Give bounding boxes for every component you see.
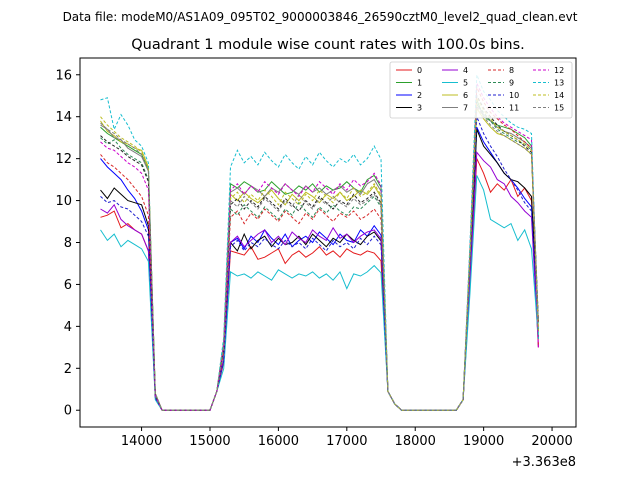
legend-label-14: 14 <box>554 91 564 100</box>
x-tick-label: 19000 <box>463 434 504 449</box>
legend-label-8: 8 <box>509 66 514 75</box>
series-line-12 <box>100 82 539 411</box>
legend-label-3: 3 <box>417 104 422 113</box>
y-tick-label: 2 <box>64 362 72 377</box>
legend-label-12: 12 <box>554 66 564 75</box>
y-axis: 0 2 4 6 8 10 12 14 16 <box>55 68 80 419</box>
y-tick-label: 10 <box>55 194 72 209</box>
chart-suptitle: Data file: modeM0/AS1A09_095T02_90000038… <box>63 10 578 24</box>
y-tick-label: 14 <box>55 110 72 125</box>
x-offset-label: +3.363e8 <box>512 455 576 470</box>
x-tick-label: 18000 <box>395 434 436 449</box>
series-line-7 <box>100 102 539 411</box>
series-line-1 <box>100 99 539 411</box>
x-tick-label: 17000 <box>326 434 367 449</box>
legend-label-5: 5 <box>463 79 468 88</box>
y-tick-label: 12 <box>55 152 72 167</box>
legend-label-9: 9 <box>509 79 514 88</box>
series-line-6 <box>100 106 539 411</box>
legend-label-4: 4 <box>463 66 468 75</box>
x-axis: 14000 15000 16000 17000 18000 19000 20000 <box>121 427 573 449</box>
x-tick-label: 20000 <box>531 434 572 449</box>
legend-label-7: 7 <box>463 104 468 113</box>
y-tick-label: 16 <box>55 68 72 83</box>
legend-label-6: 6 <box>463 91 468 100</box>
legend-label-1: 1 <box>417 79 422 88</box>
series-line-10 <box>100 116 539 411</box>
y-tick-label: 4 <box>64 320 72 335</box>
y-tick-label: 0 <box>64 404 72 419</box>
legend-box <box>389 61 573 119</box>
x-tick-label: 14000 <box>121 434 162 449</box>
series-layer <box>100 74 539 411</box>
y-tick-label: 8 <box>64 236 72 251</box>
x-tick-label: 16000 <box>258 434 299 449</box>
x-tick-label: 15000 <box>189 434 230 449</box>
legend-label-13: 13 <box>554 79 564 88</box>
legend-label-10: 10 <box>509 91 519 100</box>
y-tick-label: 6 <box>64 278 72 293</box>
series-line-9 <box>100 102 539 411</box>
legend-label-2: 2 <box>417 91 422 100</box>
series-line-15 <box>100 104 539 411</box>
legend-label-11: 11 <box>509 104 519 113</box>
legend-label-0: 0 <box>417 66 422 75</box>
legend-label-15: 15 <box>554 104 564 113</box>
chart-title: Quadrant 1 module wise count rates with … <box>131 37 525 53</box>
